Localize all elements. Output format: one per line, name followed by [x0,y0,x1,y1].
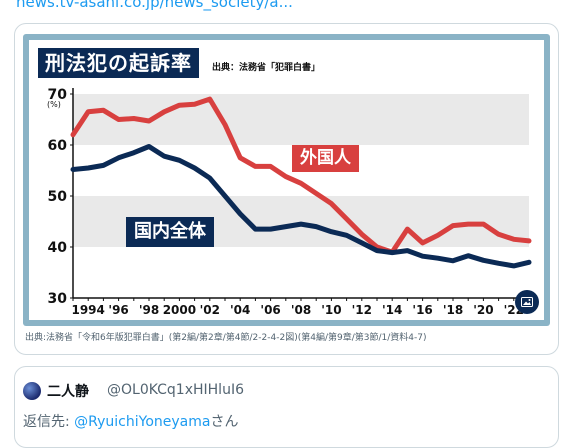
media-card[interactable]: 30 40 50 60 70 (%) 1994 '96 '98 2000 '02 '04 '06 '08 '… [14,23,559,355]
reply-user-link[interactable]: @RyuichiYoneyama [74,414,211,430]
x-tick-label: '10 [321,303,341,317]
reply-suffix: さん [210,414,239,430]
x-tick-label: '14 [382,303,402,317]
chart-plot-area: 30 40 50 60 70 (%) 1994 '96 '98 2000 '02 '04 '06 '08 '… [29,40,544,320]
image-caption: 出典:法務省「令和6年版犯罪白書」(第2編/第2章/第4節/2-2-4-2図)(… [25,333,427,343]
article-link[interactable]: news.tv-asahi.co.jp/news_society/a... [16,0,293,11]
x-tick-label: 2000 [163,303,196,317]
image-icon[interactable] [515,290,539,314]
x-tick-label: '96 [108,303,128,317]
y-unit-label: (%) [47,100,61,109]
reply-prefix: 返信先: [23,414,75,430]
user-name[interactable]: 二人静 [47,384,89,400]
user-handle[interactable]: @OL0KCq1xHIHluI6 [107,382,244,398]
x-tick-label: '04 [230,303,250,317]
x-tick-label: '12 [352,303,372,317]
reply-to: 返信先: @RyuichiYoneyamaさん [23,411,238,431]
y-tick-label: 60 [48,138,68,154]
x-tick-label: '08 [291,303,311,317]
x-tick-label: '98 [139,303,159,317]
series-line-foreign [70,96,532,255]
y-tick-label: 50 [48,189,68,205]
line-chart: 30 40 50 60 70(%) 1994 '96 '98 2000 '02 '04 '06 '08 '… [47,87,535,317]
series-label-foreign: 外国人 [292,145,359,172]
x-tick-label: '16 [412,303,432,317]
x-tick-label: 1994 [71,303,104,317]
chart-image[interactable]: 30 40 50 60 70 (%) 1994 '96 '98 2000 '02 '04 '06 '08 '… [23,34,550,326]
x-tick-label: '02 [200,303,220,317]
series-line-national [70,144,532,269]
chart-title: 刑法犯の起訴率 [38,48,199,78]
y-tick-label: 70 [48,87,68,103]
chart-source-label: 出典：法務省「犯罪白書」 [212,63,321,73]
avatar[interactable] [23,382,41,400]
y-tick-label: 30 [48,291,68,307]
series-label-national: 国内全体 [126,217,214,247]
quoted-tweet[interactable]: 二人静 @OL0KCq1xHIHluI6 返信先: @RyuichiYoneya… [14,366,559,448]
x-tick-label: '18 [443,303,463,317]
y-tick-label: 40 [48,240,68,256]
x-tick-label: '06 [260,303,280,317]
x-tick-label: '20 [473,303,493,317]
